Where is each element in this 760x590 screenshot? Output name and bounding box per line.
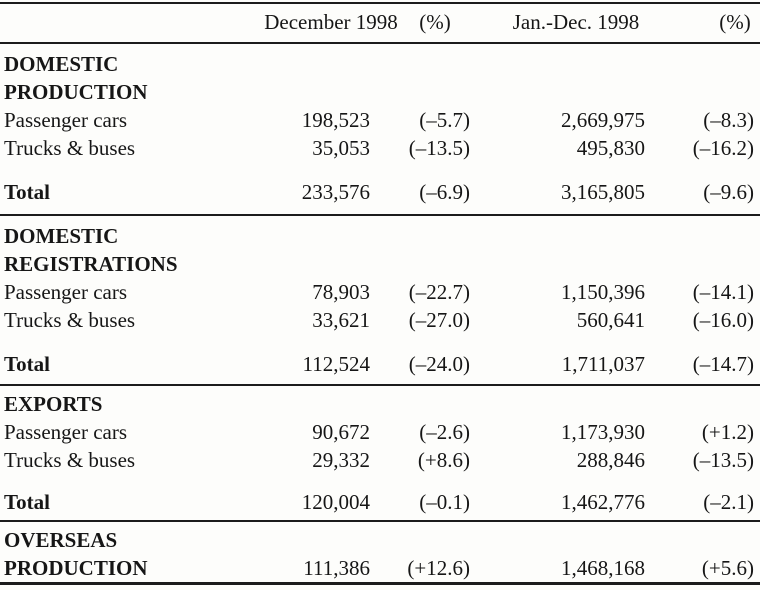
section-title-line: DOMESTIC [4, 224, 119, 248]
column-header-december-pct: (%) [419, 10, 451, 34]
jan-dec-1998-value: 288,846 [576, 448, 645, 472]
section-divider-rule [0, 214, 760, 216]
jan-dec-1998-value: 560,641 [576, 308, 645, 332]
section-title-row: DOMESTIC [0, 222, 760, 250]
section-title-line: DOMESTIC [4, 52, 119, 76]
jan-dec-1998-value: 2,669,975 [561, 108, 645, 132]
jan-dec-1998-pct: (–9.6) [703, 180, 754, 204]
row-label: Passenger cars [4, 280, 128, 304]
table-row: Passenger cars 78,903 (–22.7) 1,150,396 … [0, 278, 760, 306]
section-title-line: REGISTRATIONS [4, 252, 178, 276]
column-header-jan-dec-pct: (%) [719, 10, 751, 34]
jan-dec-1998-value: 1,711,037 [561, 352, 645, 376]
table-row: Trucks & buses 33,621 (–27.0) 560,641 (–… [0, 306, 760, 334]
jan-dec-1998-value: 1,173,930 [561, 420, 645, 444]
jan-dec-1998-pct: (–16.2) [692, 136, 754, 160]
dec-1998-value: 90,672 [312, 420, 370, 444]
jan-dec-1998-value: 3,165,805 [561, 180, 645, 204]
jan-dec-1998-pct: (–13.5) [692, 448, 754, 472]
dec-1998-value: 120,004 [301, 490, 370, 514]
dec-1998-pct: (–22.7) [408, 280, 470, 304]
section-title-row: DOMESTIC [0, 50, 760, 78]
jan-dec-1998-value: 1,150,396 [561, 280, 645, 304]
table-row: Passenger cars 198,523 (–5.7) 2,669,975 … [0, 106, 760, 134]
dec-1998-pct: (+8.6) [417, 448, 470, 472]
row-label: Trucks & buses [4, 448, 136, 472]
table-row: Passenger cars 90,672 (–2.6) 1,173,930 (… [0, 418, 760, 446]
jan-dec-1998-value: 1,468,168 [561, 556, 645, 580]
jan-dec-1998-value: 1,462,776 [561, 490, 645, 514]
section-title-row: PRODUCTION [0, 78, 760, 106]
section-divider-rule [0, 520, 760, 522]
dec-1998-pct: (–2.6) [419, 420, 470, 444]
dec-1998-value: 78,903 [312, 280, 370, 304]
total-label: Total [4, 180, 50, 204]
row-gap [0, 162, 760, 178]
table-row: PRODUCTION 111,386 (+12.6) 1,468,168 (+5… [0, 554, 760, 582]
table-top-rule [0, 2, 760, 4]
dec-1998-value: 198,523 [301, 108, 370, 132]
section-domestic-production: DOMESTIC PRODUCTION Passenger cars 198,5… [0, 44, 760, 214]
jan-dec-1998-pct: (+1.2) [701, 420, 754, 444]
dec-1998-pct: (–13.5) [408, 136, 470, 160]
total-row: Total 233,576 (–6.9) 3,165,805 (–9.6) [0, 178, 760, 206]
column-header-jan-dec-1998: Jan.-Dec. 1998 [512, 10, 640, 34]
table-row: Trucks & buses 35,053 (–13.5) 495,830 (–… [0, 134, 760, 162]
dec-1998-value: 233,576 [301, 180, 370, 204]
dec-1998-value: 33,621 [312, 308, 370, 332]
section-title-line: PRODUCTION [4, 556, 148, 580]
section-divider-rule [0, 384, 760, 386]
section-overseas-production: OVERSEAS PRODUCTION 111,386 (+12.6) 1,46… [0, 522, 760, 582]
jan-dec-1998-pct: (–14.7) [692, 352, 754, 376]
section-title-row: REGISTRATIONS [0, 250, 760, 278]
dec-1998-value: 112,524 [302, 352, 370, 376]
row-gap [0, 474, 760, 488]
section-title-line: OVERSEAS [4, 528, 118, 552]
row-label: Passenger cars [4, 420, 128, 444]
section-title-row: EXPORTS [0, 390, 760, 418]
table-row: Trucks & buses 29,332 (+8.6) 288,846 (–1… [0, 446, 760, 474]
section-title-line: PRODUCTION [4, 80, 148, 104]
jan-dec-1998-pct: (+5.6) [701, 556, 754, 580]
jan-dec-1998-pct: (–14.1) [692, 280, 754, 304]
dec-1998-pct: (–27.0) [408, 308, 470, 332]
row-gap [0, 334, 760, 350]
row-label: Passenger cars [4, 108, 128, 132]
dec-1998-pct: (+12.6) [407, 556, 470, 580]
dec-1998-value: 35,053 [312, 136, 370, 160]
jan-dec-1998-pct: (–16.0) [692, 308, 754, 332]
row-label: Trucks & buses [4, 136, 136, 160]
column-header-december-1998: December 1998 [264, 10, 398, 34]
table-header-row: December 1998 (%) Jan.-Dec. 1998 (%) [0, 4, 760, 42]
dec-1998-pct: (–6.9) [419, 180, 470, 204]
total-row: Total 112,524 (–24.0) 1,711,037 (–14.7) [0, 350, 760, 378]
total-label: Total [4, 352, 50, 376]
dec-1998-pct: (–24.0) [408, 352, 470, 376]
jan-dec-1998-value: 495,830 [576, 136, 645, 160]
dec-1998-value: 111,386 [303, 556, 370, 580]
dec-1998-pct: (–5.7) [419, 108, 470, 132]
section-exports: EXPORTS Passenger cars 90,672 (–2.6) 1,1… [0, 386, 760, 520]
row-label: Trucks & buses [4, 308, 136, 332]
header-divider-rule [0, 42, 760, 44]
dec-1998-pct: (–0.1) [419, 490, 470, 514]
total-label: Total [4, 490, 50, 514]
section-title-row: OVERSEAS [0, 526, 760, 554]
jan-dec-1998-pct: (–2.1) [703, 490, 754, 514]
table-bottom-rule [0, 582, 760, 585]
section-domestic-registrations: DOMESTIC REGISTRATIONS Passenger cars 78… [0, 216, 760, 384]
section-title-line: EXPORTS [4, 392, 103, 416]
jan-dec-1998-pct: (–8.3) [703, 108, 754, 132]
dec-1998-value: 29,332 [312, 448, 370, 472]
total-row: Total 120,004 (–0.1) 1,462,776 (–2.1) [0, 488, 760, 516]
